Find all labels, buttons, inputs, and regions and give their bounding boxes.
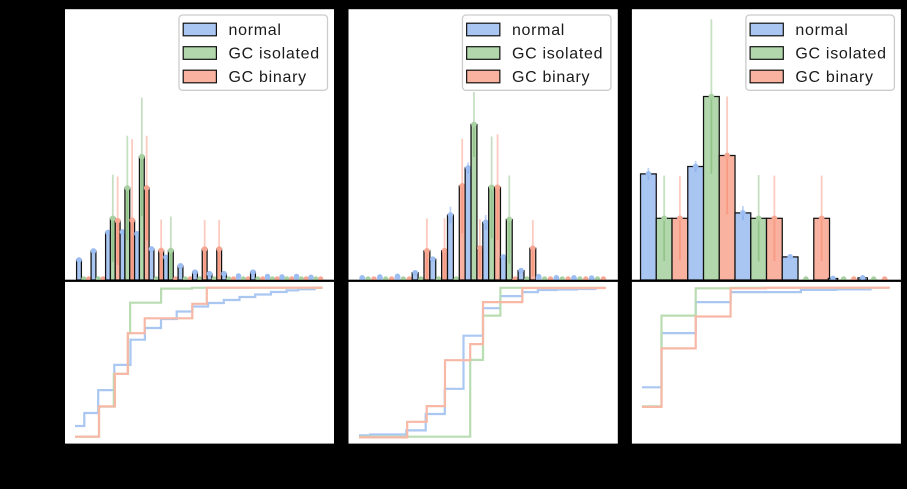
svg-text:GC binary: GC binary (229, 69, 307, 86)
svg-text:normal: normal (512, 22, 565, 39)
svg-text:GC binary: GC binary (512, 69, 590, 86)
svg-text:GC isolated: GC isolated (229, 46, 320, 63)
svg-text:normal: normal (795, 22, 848, 39)
svg-text:GC isolated: GC isolated (795, 46, 886, 63)
svg-text:GC isolated: GC isolated (512, 46, 603, 63)
svg-text:GC binary: GC binary (795, 69, 873, 86)
svg-text:normal: normal (229, 22, 282, 39)
